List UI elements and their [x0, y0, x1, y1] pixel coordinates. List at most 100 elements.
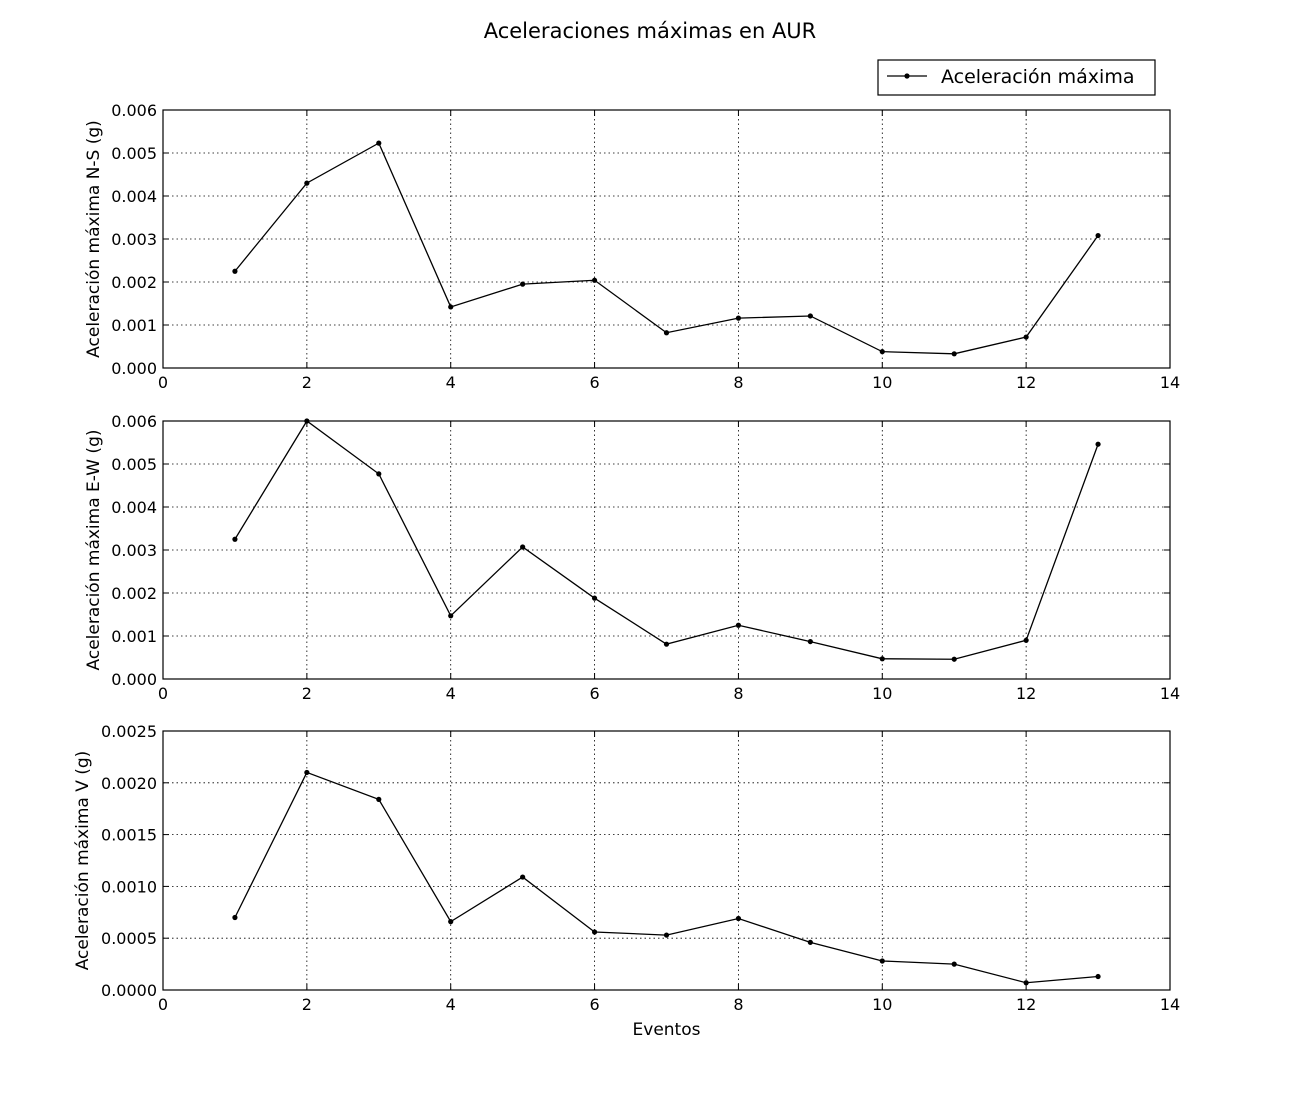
subplot-3: 0 2 4 6 8 10 12 14 0.0000 0.0005 0.0010 0.0015 0.002… [73, 722, 1180, 1040]
data-point [735, 315, 742, 321]
data-point [1023, 637, 1029, 643]
x-tick-label: 12 [1016, 995, 1036, 1014]
y-tick-label: 0.002 [111, 584, 157, 603]
data-point [304, 180, 310, 186]
x-tick-label: 14 [1160, 684, 1180, 703]
subplot-2: 0 2 4 6 8 10 12 14 0.000 0.001 0.002 0.003 0.004 0.00… [84, 412, 1180, 703]
data-point [448, 304, 454, 310]
data-point [520, 281, 526, 287]
data-point [735, 915, 742, 922]
x-tick-label: 12 [1016, 684, 1036, 703]
data-point [879, 656, 885, 662]
x-tick-label: 10 [872, 684, 892, 703]
data-point [951, 351, 957, 357]
chart-title: Aceleraciones máximas en AUR [484, 19, 817, 43]
data-point [232, 914, 238, 921]
data-point [807, 638, 813, 645]
data-point [232, 536, 238, 542]
plot-frame [162, 109, 1171, 369]
data-point [663, 330, 670, 336]
subplots: 0 2 4 6 8 10 12 14 0.000 0.001 0.002 0.003 0.004 0.00… [73, 101, 1180, 1040]
data-point [448, 919, 454, 925]
x-tick-label: 4 [446, 373, 456, 392]
plot-frame [162, 420, 1171, 680]
x-axis-label: Eventos [633, 1020, 701, 1040]
data-point [1095, 441, 1101, 447]
y-tick-label: 0.0000 [101, 981, 157, 1000]
y-tick-label: 0.003 [111, 541, 157, 560]
x-tick-label: 10 [872, 373, 892, 392]
data-point [376, 140, 382, 146]
y-tick-label: 0.0025 [101, 722, 157, 741]
x-tick-label: 6 [589, 684, 599, 703]
y-tick-label: 0.003 [111, 230, 157, 249]
y-tick-label: 0.005 [111, 144, 157, 163]
y-tick-label: 0.002 [111, 273, 157, 292]
y-tick-label: 0.006 [111, 101, 157, 120]
x-tick-label: 6 [589, 995, 599, 1014]
data-point [663, 641, 670, 647]
data-point [951, 656, 957, 662]
y-tick-label: 0.004 [111, 187, 157, 206]
y-axis-label: Aceleración máxima N-S (g) [84, 120, 104, 358]
x-tick-label: 2 [302, 373, 312, 392]
data-point [1023, 980, 1029, 986]
data-point [376, 471, 382, 477]
y-tick-label: 0.0015 [101, 826, 157, 845]
data-point [448, 613, 454, 619]
data-point [1023, 334, 1029, 340]
y-tick-label: 0.001 [111, 316, 157, 335]
x-tick-label: 14 [1160, 373, 1180, 392]
x-tick-label: 10 [872, 995, 892, 1014]
data-point [879, 349, 885, 355]
legend: Aceleración máxima [877, 59, 1156, 96]
y-tick-label: 0.000 [111, 670, 157, 689]
data-point [807, 313, 813, 319]
y-tick-label: 0.001 [111, 627, 157, 646]
subplot-1: 0 2 4 6 8 10 12 14 0.000 0.001 0.002 0.003 0.004 0.00… [84, 101, 1180, 392]
x-tick-label: 0 [158, 684, 168, 703]
data-point [520, 544, 526, 550]
data-point [520, 874, 526, 880]
legend-label: Aceleración máxima [941, 66, 1134, 88]
data-point [304, 769, 310, 776]
y-tick-label: 0.0020 [101, 774, 157, 793]
plot-frame [162, 730, 1171, 991]
x-tick-label: 8 [733, 373, 743, 392]
data-point [735, 622, 742, 628]
x-tick-label: 4 [446, 995, 456, 1014]
data-point [376, 796, 382, 802]
x-tick-label: 2 [302, 684, 312, 703]
x-tick-label: 0 [158, 995, 168, 1014]
data-point [591, 929, 598, 935]
series-line [234, 771, 1099, 984]
data-point [879, 958, 885, 964]
x-tick-label: 8 [733, 995, 743, 1014]
data-point [951, 961, 957, 967]
y-tick-label: 0.005 [111, 455, 157, 474]
data-point [232, 268, 238, 274]
data-point [663, 932, 670, 938]
y-tick-label: 0.006 [111, 412, 157, 431]
y-tick-label: 0.000 [111, 359, 157, 378]
data-point [304, 418, 310, 424]
x-tick-label: 4 [446, 684, 456, 703]
x-tick-label: 2 [302, 995, 312, 1014]
data-point [591, 277, 598, 283]
y-axis-label: Aceleración máxima E-W (g) [84, 430, 104, 671]
x-tick-label: 8 [733, 684, 743, 703]
data-point [1095, 232, 1101, 239]
series-line [234, 420, 1099, 660]
y-tick-label: 0.0005 [101, 929, 157, 948]
legend-box [877, 59, 1156, 96]
y-tick-label: 0.0010 [101, 877, 157, 896]
y-tick-label: 0.004 [111, 498, 157, 517]
data-point [591, 595, 598, 601]
series-line [234, 142, 1099, 355]
x-tick-label: 12 [1016, 373, 1036, 392]
data-point [1095, 973, 1101, 980]
x-tick-label: 14 [1160, 995, 1180, 1014]
legend-marker [904, 73, 910, 79]
y-axis-label: Aceleración máxima V (g) [73, 751, 93, 971]
